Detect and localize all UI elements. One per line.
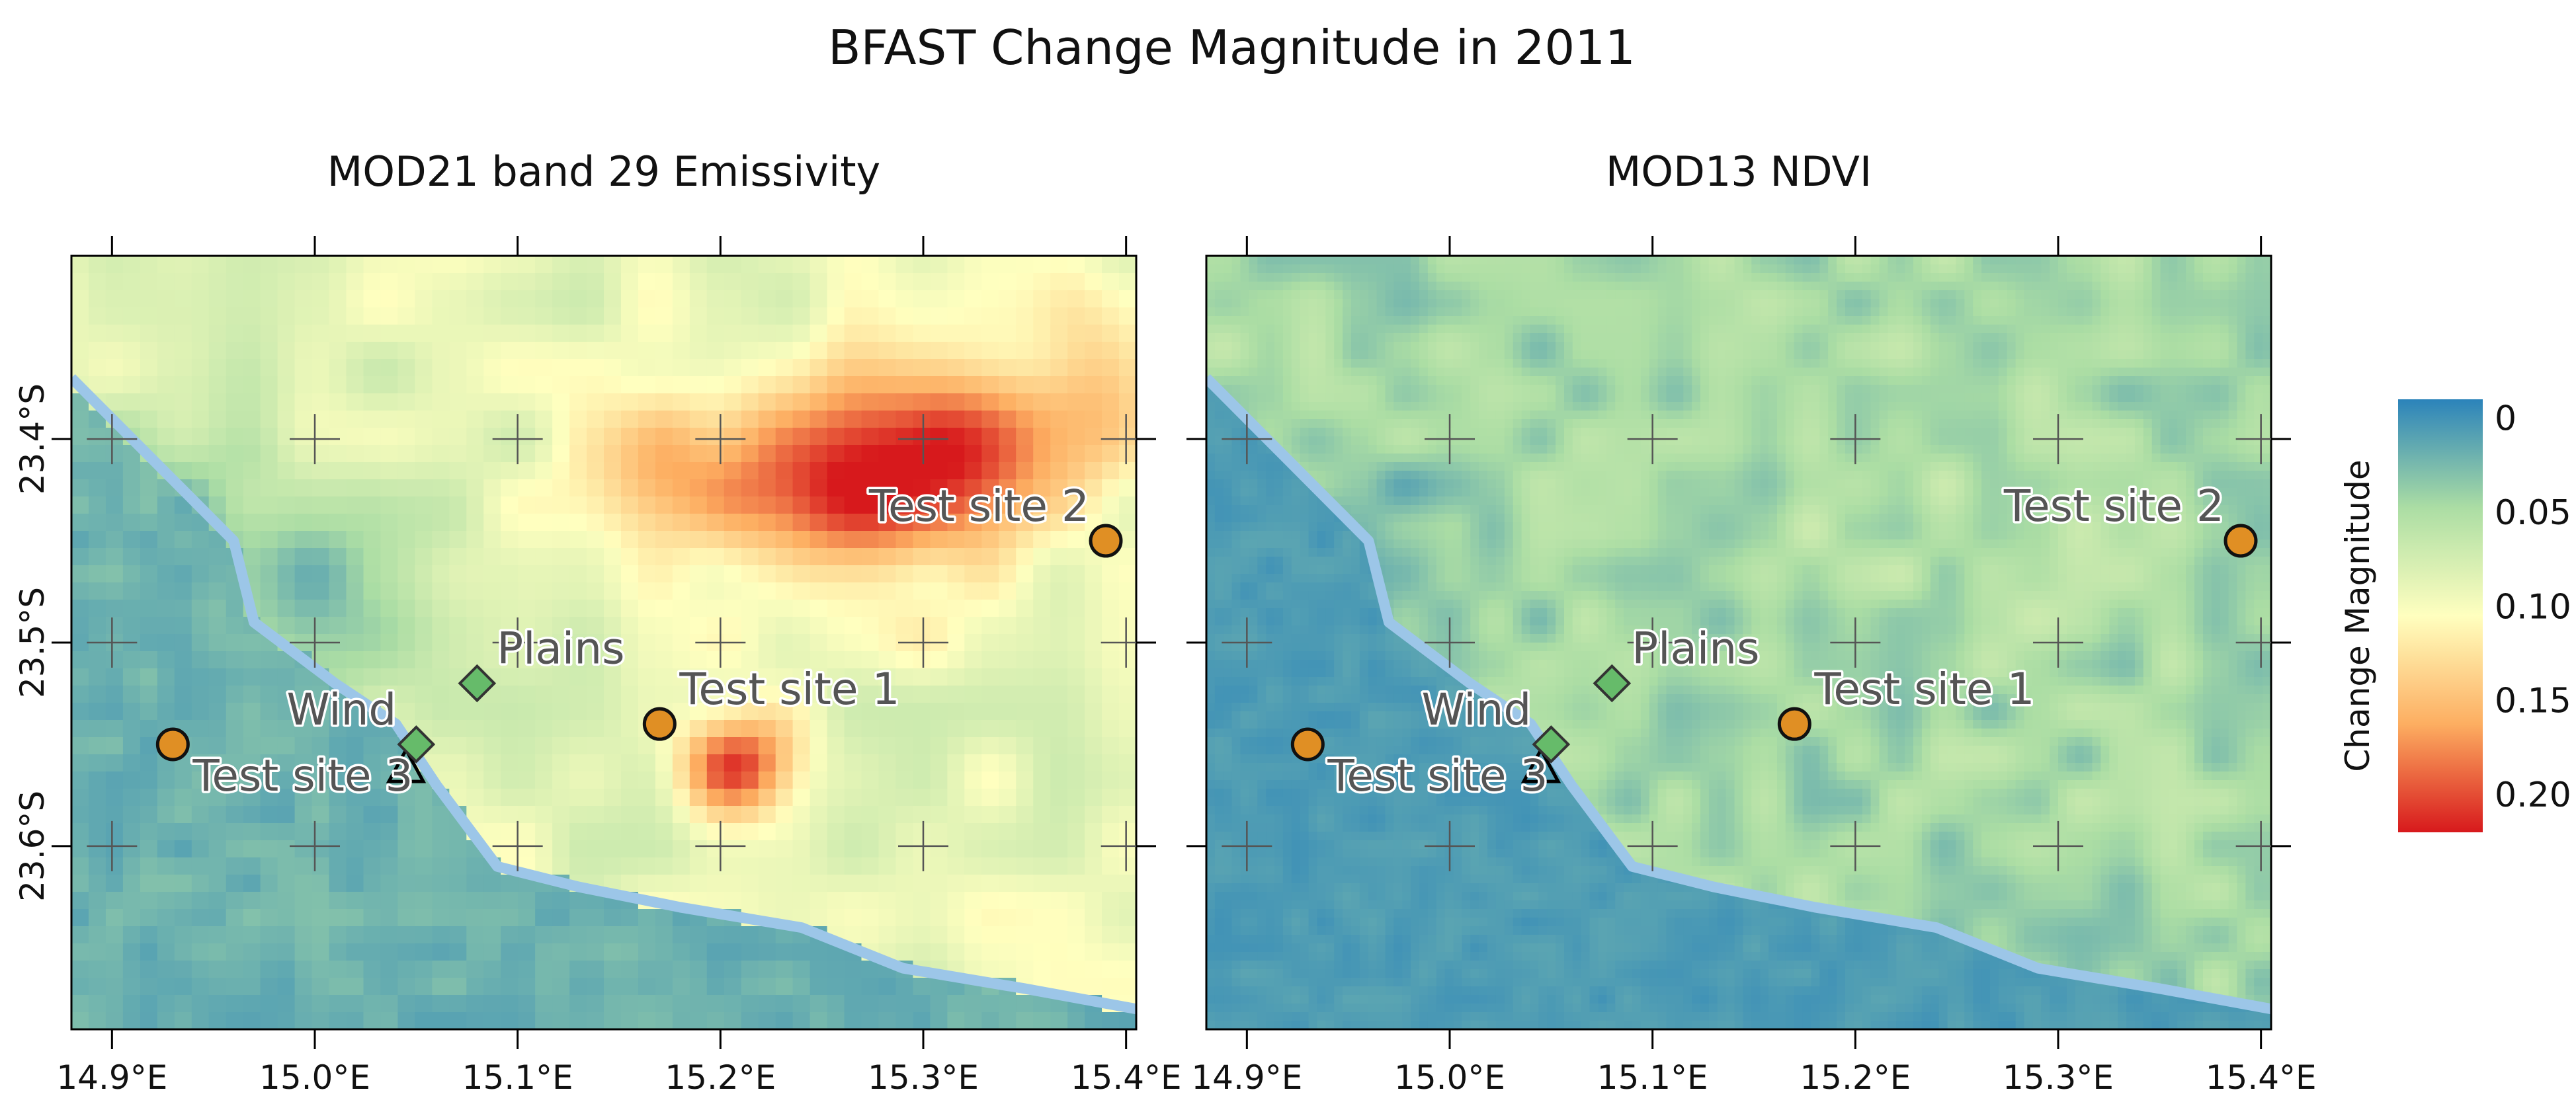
x-tick-label: 15.2°E [665,1058,776,1097]
x-tick-label: 15.0°E [259,1058,370,1097]
colorbar-tick-label: 0.20 [2495,775,2571,815]
site-label: Wind [286,684,396,735]
panel-title-mod21: MOD21 band 29 Emissivity [327,147,881,196]
x-tick-label: 15.0°E [1394,1058,1505,1097]
site-label: Test site 3 [192,750,413,801]
x-tick-label: 15.3°E [868,1058,979,1097]
site-marker-diamond [458,664,497,703]
site-marker-diamond [1593,664,1632,703]
site-marker-circle [642,707,677,741]
x-tick-label: 15.1°E [1597,1058,1708,1097]
site-label: Test site 3 [1327,750,1548,801]
site-marker-diamond [397,725,436,764]
site-label: Test site 2 [2003,481,2224,532]
colorbar-title: Change Magnitude [2339,459,2377,771]
site-label: Plains [497,623,624,674]
y-tick-label: 23.5°S [13,587,52,698]
site-marker-triangle [386,746,427,783]
site-marker-circle [1777,707,1811,741]
site-marker-circle [2223,524,2258,558]
figure-title: BFAST Change Magnitude in 2011 [828,20,1636,75]
colorbar-tick-label: 0.10 [2495,587,2571,627]
site-label: Plains [1632,623,1759,674]
river-line [1206,374,2271,1015]
colorbar-tick-label: 0.05 [2495,493,2571,533]
site-marker-circle [155,727,190,762]
x-tick-label: 14.9°E [56,1058,167,1097]
site-marker-circle [1290,727,1325,762]
panel-title-mod13: MOD13 NDVI [1605,147,1872,196]
colorbar-legend: 0 0.05 0.10 0.15 0.20 Change Magnitude [2339,399,2571,832]
site-label: Test site 2 [868,481,1089,532]
site-marker-circle [1089,524,1123,558]
site-marker-diamond [1532,725,1571,764]
site-marker-triangle [1520,746,1561,783]
x-tick-label: 15.2°E [1800,1058,1911,1097]
site-label: Wind [1421,684,1531,735]
raster-mod21 [71,256,1136,1029]
y-tick-label: 23.4°S [13,383,52,494]
raster-mod13 [1206,256,2271,1029]
x-tick-label: 15.1°E [462,1058,573,1097]
river-line [71,374,1136,1015]
colorbar-tick-label: 0 [2495,399,2516,438]
x-tick-label: 14.9°E [1191,1058,1302,1097]
x-tick-label: 15.4°E [2206,1058,2317,1097]
y-tick-label: 23.6°S [13,791,52,902]
x-tick-label: 15.3°E [2003,1058,2114,1097]
site-label: Test site 1 [679,664,899,715]
site-label: Test site 1 [1813,664,2034,715]
x-tick-label: 15.4°E [1071,1058,1182,1097]
colorbar-tick-label: 0.15 [2495,682,2571,721]
colorbar [2398,399,2483,832]
